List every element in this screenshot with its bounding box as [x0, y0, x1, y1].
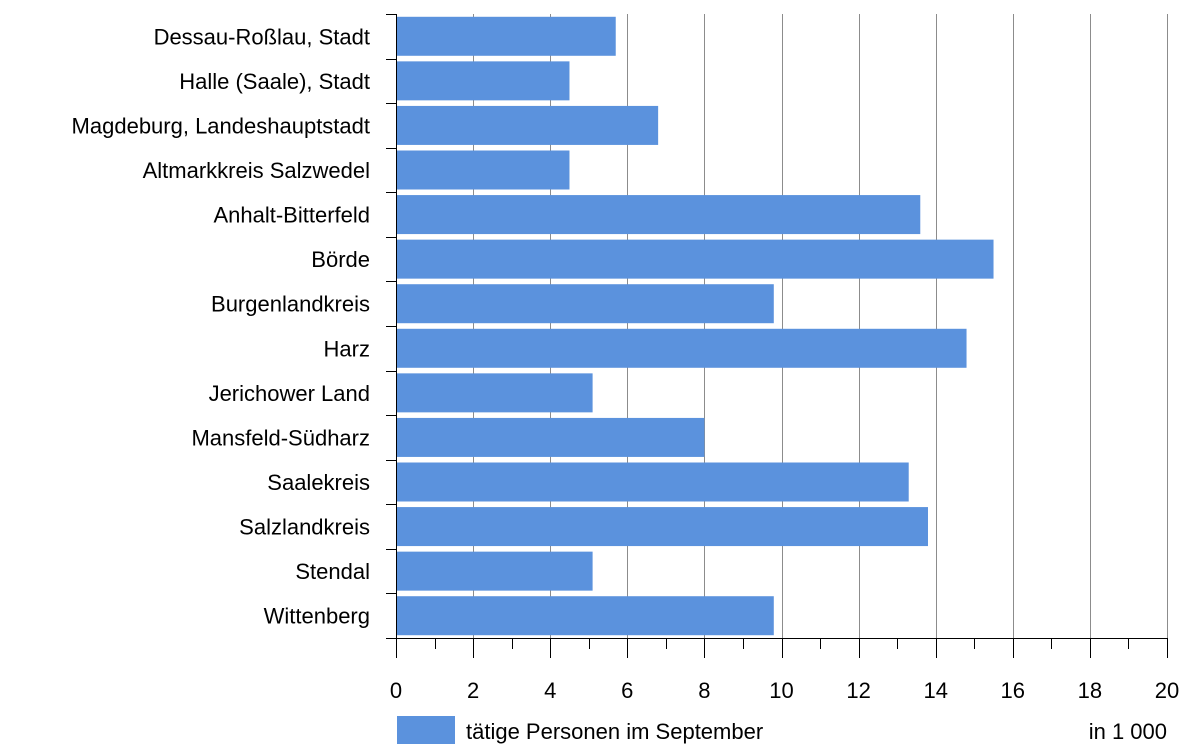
- x-tick-labels: 0 2 4 6 8 10 12 14 16 18 20: [390, 678, 1179, 703]
- bar: [397, 284, 774, 324]
- x-tick-label: 0: [390, 678, 402, 703]
- category-label: Magdeburg, Landeshauptstadt: [72, 113, 370, 138]
- bar: [397, 462, 909, 502]
- x-tick-label: 18: [1078, 678, 1102, 703]
- x-tick-label: 16: [1001, 678, 1025, 703]
- x-tick-label: 8: [698, 678, 710, 703]
- category-label: Mansfeld-Südharz: [191, 425, 370, 450]
- bars: [397, 16, 994, 636]
- legend: tätige Personen im September: [397, 716, 763, 744]
- category-label: Stendal: [295, 559, 370, 584]
- category-label: Altmarkkreis Salzwedel: [143, 158, 370, 183]
- category-label: Anhalt-Bitterfeld: [213, 203, 370, 228]
- unit-label: in 1 000: [1089, 719, 1167, 744]
- bar: [397, 61, 570, 101]
- bar: [397, 195, 921, 235]
- bar: [397, 239, 994, 279]
- bar: [397, 328, 967, 368]
- x-tick-label: 12: [846, 678, 870, 703]
- bar: [397, 551, 593, 591]
- bar: [397, 507, 928, 547]
- bar: [397, 417, 705, 457]
- category-label: Börde: [311, 247, 370, 272]
- x-tick-label: 4: [544, 678, 556, 703]
- axes: [386, 14, 1168, 658]
- x-tick-label: 14: [923, 678, 947, 703]
- legend-label: tätige Personen im September: [466, 719, 763, 744]
- category-label: Jerichower Land: [209, 381, 370, 406]
- bar: [397, 596, 774, 636]
- legend-swatch: [397, 716, 455, 744]
- x-tick-label: 20: [1155, 678, 1179, 703]
- bar: [397, 16, 616, 56]
- bar: [397, 150, 570, 190]
- category-label: Salzlandkreis: [239, 515, 370, 540]
- category-labels: Dessau-Roßlau, Stadt Halle (Saale), Stadt…: [72, 24, 370, 628]
- bar: [397, 373, 593, 413]
- category-label: Halle (Saale), Stadt: [179, 69, 370, 94]
- x-tick-label: 2: [467, 678, 479, 703]
- category-label: Wittenberg: [264, 604, 370, 629]
- bar: [397, 105, 659, 145]
- category-label: Saalekreis: [267, 470, 370, 495]
- category-label: Harz: [324, 336, 370, 361]
- x-tick-label: 10: [769, 678, 793, 703]
- category-label: Burgenlandkreis: [211, 292, 370, 317]
- category-label: Dessau-Roßlau, Stadt: [154, 24, 370, 49]
- x-tick-label: 6: [621, 678, 633, 703]
